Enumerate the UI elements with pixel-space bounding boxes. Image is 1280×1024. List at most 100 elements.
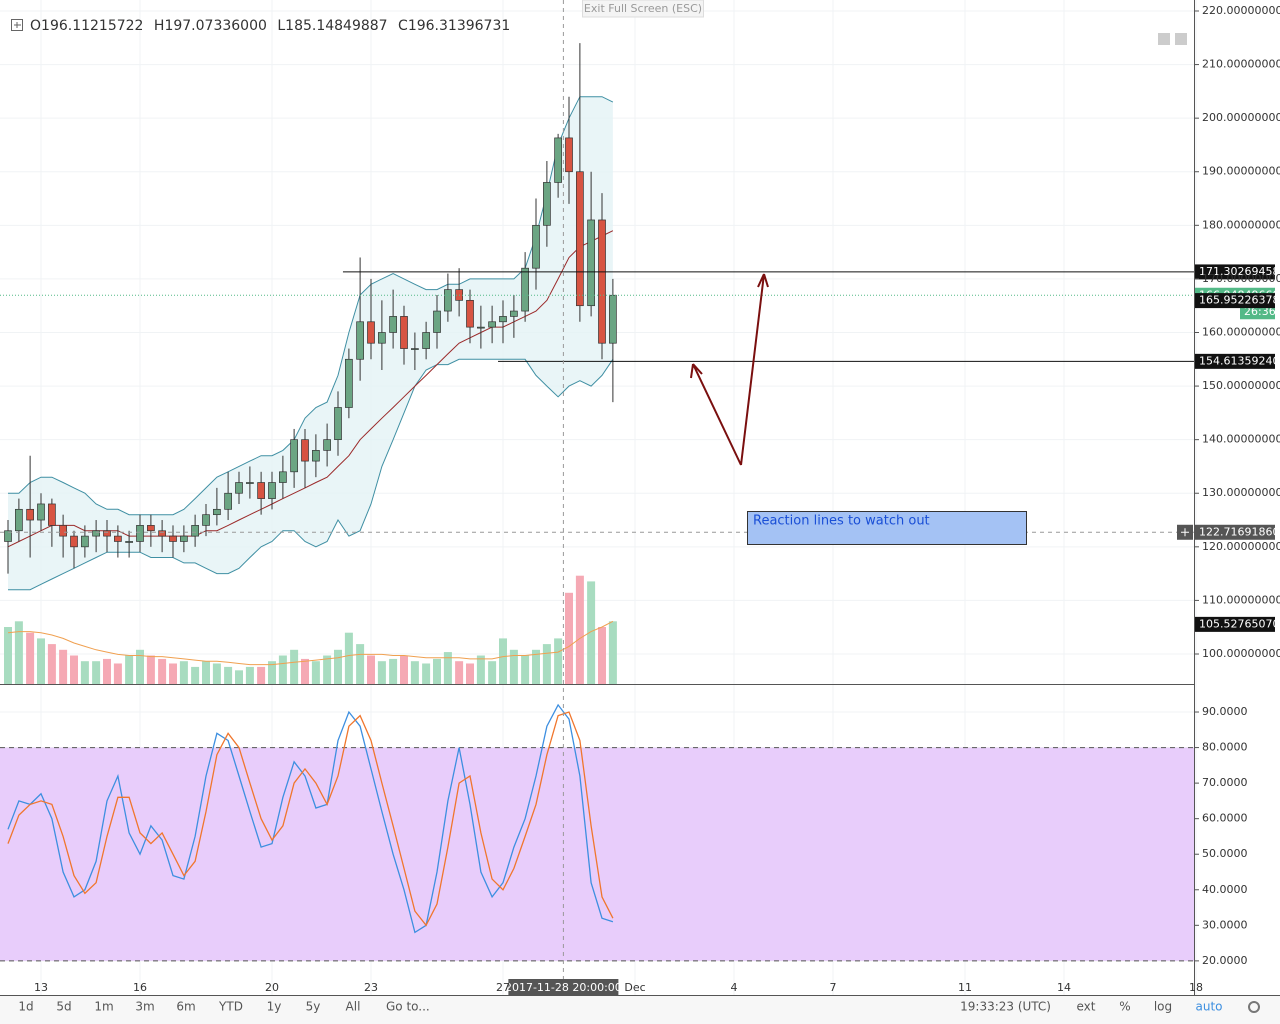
option-button[interactable]: % [1119,1000,1130,1014]
y-tick-label: 30.0000 [1202,918,1248,931]
option-button[interactable]: log [1154,1000,1172,1014]
volume-bar [587,581,596,684]
collapse-icon[interactable] [11,19,23,31]
candle-body [147,525,155,532]
x-tick-label: 11 [958,981,972,994]
y-tick-label: 120.00000000 [1202,540,1280,553]
volume-bar [257,666,266,684]
candle-body [499,316,507,323]
volume-bar [158,658,167,684]
range-button[interactable]: YTD [218,1000,243,1014]
toolbar [0,996,1280,1024]
bollinger-fill [8,96,613,590]
candle-body [125,541,133,543]
arrow-drawing[interactable] [690,273,769,466]
crosshair-y-label-bg [1195,524,1275,540]
annotation-text: Reaction lines to watch out [753,514,930,529]
stoch-band [0,747,1194,961]
candle-body [367,321,375,344]
candle-body [488,321,496,328]
candle-body [356,321,364,360]
volume-bar [334,649,342,684]
range-button[interactable]: 6m [176,1000,195,1014]
crosshair-plus-icon [1181,528,1189,537]
x-tick-label: 7 [830,981,837,994]
candle-body [290,439,298,473]
candle-body [334,407,342,441]
y-tick-label: 70.0000 [1202,776,1248,789]
candle-body [169,535,177,542]
candle-body [92,530,100,537]
price-label: 165.95226378 [1199,294,1279,307]
range-button[interactable]: 5y [306,1000,321,1014]
range-button[interactable]: 1d [18,1000,33,1014]
candle-body [246,482,254,484]
annotation-box[interactable] [747,511,1027,545]
volume-bar [466,663,474,684]
volume-bar [410,661,419,684]
volume-bar [488,661,497,684]
volume-bar [554,638,563,684]
icon-button[interactable] [1158,33,1170,45]
volume-bar [509,649,518,684]
candle-body [268,482,276,499]
volume-bar [191,666,200,684]
y-tick-label: 20.0000 [1202,954,1248,967]
collapse-plus [14,22,21,28]
x-tick-label: 14 [1057,981,1071,994]
candle-body [158,530,166,537]
range-button[interactable]: 1m [94,1000,113,1014]
price-label-bg [1195,616,1275,632]
x-tick-label: 13 [34,981,48,994]
crosshair-x-bg [508,979,619,995]
volume-bar [422,663,431,684]
volume-bar [344,632,353,684]
volume-bar [532,649,540,684]
range-button[interactable]: 3m [135,1000,154,1014]
volume [4,575,617,684]
candle-body [59,525,67,537]
volume-bar [113,663,122,684]
volume-bar [26,632,35,684]
volume-bar [598,627,606,684]
range-button[interactable]: 1y [267,1000,282,1014]
x-tick-label: 18 [1189,981,1203,994]
volume-bar [565,592,573,684]
volume-bar [136,649,144,684]
candle-body [389,316,397,333]
option-button[interactable]: ext [1077,1000,1096,1014]
volume-bar [212,663,221,684]
candle-body [48,503,56,526]
y-tick-label: 140.00000000 [1202,433,1280,446]
ohlc-legend: O196.11215722 H197.07336000 L185.1484988… [30,18,510,34]
candle-body [554,137,562,183]
y-tick-label: 80.0000 [1202,741,1248,754]
stoch-line [7,703,614,934]
volume-bar [146,655,155,684]
volume-bar [125,655,134,684]
y-tick-label: 100.00000000 [1202,647,1280,660]
range-button[interactable]: 5d [56,1000,71,1014]
exit-fullscreen-button[interactable] [582,0,704,18]
candle-body [433,310,441,333]
y-tick-label: 220.00000000 [1202,4,1280,17]
auto-button[interactable]: auto [1195,1000,1222,1014]
range-button[interactable]: All [346,1000,361,1014]
settings-icon[interactable] [1248,1001,1260,1013]
candle-body [81,535,89,548]
candle-body [70,535,78,548]
candle-body [532,224,540,269]
candle-body [543,182,551,226]
volume-bar [47,644,56,684]
bollinger [7,96,614,591]
goto-button[interactable]: Go to... [386,1000,430,1014]
candle-body [4,530,12,542]
y-tick-label: 50.0000 [1202,847,1248,860]
overlay: 171.30269458154.61359240166.9484966026:3… [0,0,1279,995]
y-tick-label: 40.0000 [1202,883,1248,896]
candle-body [565,137,573,173]
candle-body [191,525,199,537]
volume-bar [14,621,23,684]
volume-bar [103,658,111,684]
icon-button[interactable] [1175,33,1187,45]
